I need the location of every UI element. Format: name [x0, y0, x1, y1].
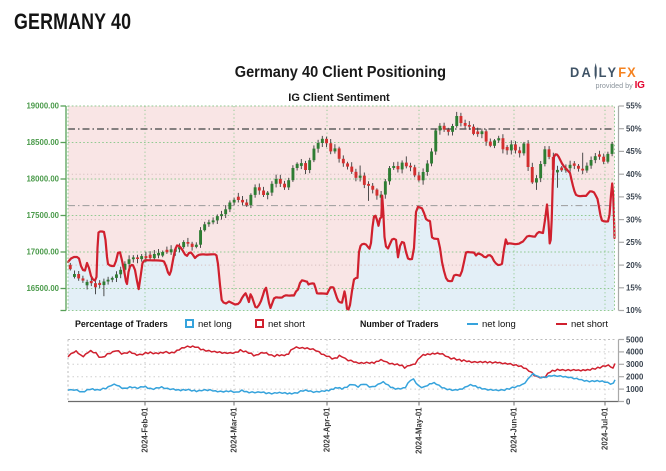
svg-text:17000.00: 17000.00 — [26, 248, 59, 257]
svg-text:45%: 45% — [626, 147, 642, 156]
svg-text:50%: 50% — [626, 124, 642, 133]
svg-text:25%: 25% — [626, 238, 642, 247]
svg-text:17500.00: 17500.00 — [26, 211, 59, 220]
svg-text:10%: 10% — [626, 306, 642, 315]
svg-text:3000: 3000 — [626, 360, 644, 369]
svg-text:18500.00: 18500.00 — [26, 138, 59, 147]
svg-text:20%: 20% — [626, 261, 642, 270]
svg-text:18000.00: 18000.00 — [26, 175, 59, 184]
svg-text:2024-Jun-01: 2024-Jun-01 — [510, 407, 519, 453]
svg-text:16500.00: 16500.00 — [26, 284, 59, 293]
svg-text:2024-May-01: 2024-May-01 — [415, 407, 424, 454]
svg-text:30%: 30% — [626, 215, 642, 224]
svg-text:19000.00: 19000.00 — [26, 102, 59, 111]
svg-text:2024-Feb-01: 2024-Feb-01 — [141, 407, 150, 453]
svg-text:0: 0 — [626, 397, 631, 406]
svg-text:35%: 35% — [626, 193, 642, 202]
svg-text:2024-Apr-01: 2024-Apr-01 — [323, 407, 332, 452]
svg-text:2000: 2000 — [626, 373, 644, 382]
svg-text:2024-Jul-01: 2024-Jul-01 — [601, 407, 610, 450]
svg-text:1000: 1000 — [626, 385, 644, 394]
svg-text:15%: 15% — [626, 284, 642, 293]
svg-text:2024-Mar-01: 2024-Mar-01 — [230, 407, 239, 453]
svg-text:4000: 4000 — [626, 348, 644, 357]
svg-text:40%: 40% — [626, 170, 642, 179]
svg-text:5000: 5000 — [626, 335, 644, 344]
svg-text:55%: 55% — [626, 102, 642, 111]
